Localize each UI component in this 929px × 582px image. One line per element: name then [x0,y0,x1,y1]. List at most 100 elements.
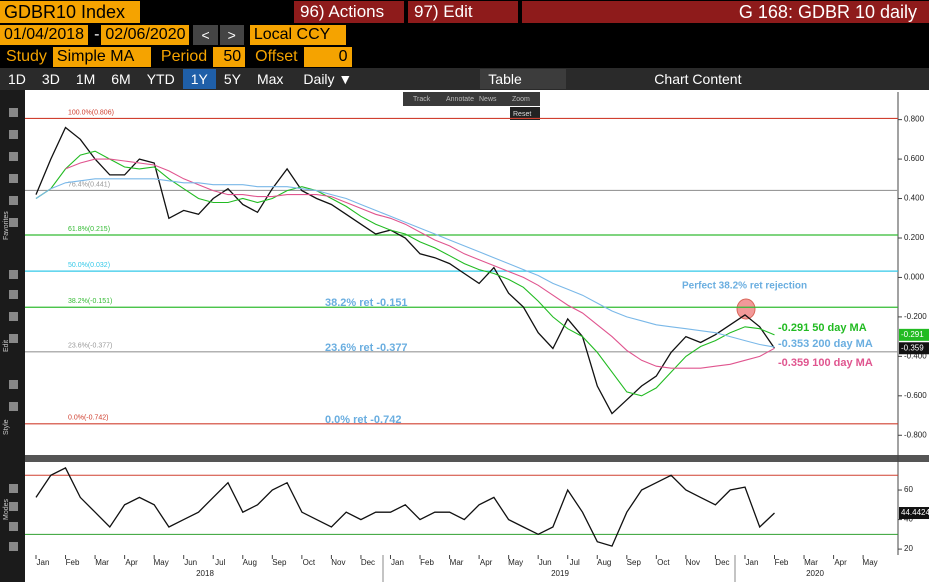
y2-tick-label: 20 [904,544,913,553]
x-tick-label: Aug [597,558,611,567]
side-label: Style [3,419,10,435]
offset-label: Offset [255,48,298,65]
range-button[interactable]: 5Y [223,71,241,87]
study-label: Study [6,48,47,65]
fib-label: 100.0%(0.806) [68,109,114,116]
range-button[interactable]: 1D [8,71,26,87]
x-tick-label: Sep [627,558,642,567]
currency[interactable]: Local CCY [249,25,346,45]
chart: Track Annotate News Zoom Reset Favorites Edit S… [0,90,929,582]
x-tick-label: Feb [66,558,80,567]
chart-background [0,90,929,582]
table-button[interactable]: Table [480,69,567,89]
range-button[interactable]: 1M [75,71,96,87]
tool-icon [9,402,18,411]
overlay-reset: Reset [513,111,531,118]
offset-field[interactable]: 0 [303,47,352,67]
panel-divider [25,455,929,462]
toolbar: 1D 3D 1M 6M YTD 1Y 5Y Max Daily ▼ Table Chart Cont… [0,68,929,90]
x-tick-label: May [508,558,523,567]
x-tick-label: Jun [184,558,197,567]
range-button[interactable]: 3D [41,71,60,87]
x-tick-label: Apr [125,558,138,567]
tool-icon [9,542,18,551]
next-button[interactable]: > [219,25,244,45]
tool-icon [9,290,18,299]
side-label: Edit [3,340,10,352]
x-tick-label: Oct [303,558,316,567]
annotation: -0.291 50 day MA [778,322,867,334]
end-label-box [899,507,929,520]
x-tick-label: Nov [686,558,700,567]
y-tick-label: 0.600 [904,154,925,163]
study-field[interactable]: Simple MA [52,47,151,67]
tool-icon [9,380,18,389]
prev-button[interactable]: < [193,25,218,45]
period-field[interactable]: 50 [213,47,246,67]
ticker[interactable]: GDBR10 Index [0,1,140,23]
fib-label: 61.8%(0.215) [68,226,110,233]
x-tick-label: Apr [834,558,847,567]
tool-icon [9,174,18,183]
y-tick-label: 0.200 [904,233,925,242]
x-tick-label: Nov [331,558,345,567]
year-label: 2018 [196,569,214,578]
fib-label: 23.6%(-0.377) [68,343,112,350]
series-line [35,126,776,415]
start-date[interactable]: 01/04/2018 [0,25,89,45]
y2-tick-label: 60 [904,485,913,494]
fib-label: 38.2%(-0.151) [68,298,112,305]
y-tick-label: 0.800 [904,115,925,124]
end-label: -0.359 [901,343,924,352]
x-tick-label: May [863,558,878,567]
end-label-box [899,342,929,355]
x-tick-label: Sep [272,558,287,567]
x-tick-label: Feb [775,558,789,567]
x-tick-label: Apr [480,558,493,567]
annotation: 38.2% ret -0.151 [325,297,408,309]
tool-icon [9,152,18,161]
range-button[interactable]: YTD [146,71,175,87]
side-label: Favorites [3,211,10,240]
edit-button[interactable]: 97) Edit [408,1,518,23]
tool-icon [9,218,18,227]
tool-icon [9,502,18,511]
rejection-circle [736,298,756,320]
fib-label: 0.0%(-0.742) [68,415,108,422]
date-dash: - [94,26,100,43]
x-tick-label: Aug [243,558,257,567]
year-label: 2020 [806,569,824,578]
range-button[interactable]: 6M [111,71,131,87]
chart-content-button[interactable]: Chart Content [654,71,742,87]
end-label-box [899,328,929,341]
tool-icon [9,522,18,531]
overlay-tool: Zoom [512,96,530,103]
tool-icon [9,270,18,279]
tool-icon [9,312,18,321]
y-tick-label: 0.400 [904,194,925,203]
annotation: Perfect 38.2% ret rejection [682,281,807,292]
x-tick-label: Jan [391,558,404,567]
x-tick-label: Jun [539,558,552,567]
tool-icon [9,130,18,139]
x-tick-label: Oct [657,558,670,567]
side-label: Modes [3,498,10,520]
title-bar: GDBR10 Index 96) Actions 97) Edit G 168:… [0,0,929,24]
actions-button[interactable]: 96) Actions [294,1,404,23]
frequency-button[interactable]: Daily ▼ [303,71,353,87]
x-tick-label: Mar [804,558,818,567]
x-tick-label: Jul [570,558,580,567]
overlay-tool: News [479,96,497,103]
series-line [65,158,775,369]
end-label: 44.4424 [901,508,929,517]
range-button[interactable]: Max [256,71,284,87]
x-tick-label: Dec [361,558,375,567]
overlay-reset-bg [510,107,540,120]
range-button[interactable]: 1Y [182,69,216,89]
series-line [35,467,775,547]
end-date[interactable]: 02/06/2020 [101,25,190,45]
annotation: 0.0% ret -0.742 [325,414,401,426]
year-label: 2019 [551,569,569,578]
x-tick-label: Jan [37,558,50,567]
x-tick-label: Dec [715,558,729,567]
